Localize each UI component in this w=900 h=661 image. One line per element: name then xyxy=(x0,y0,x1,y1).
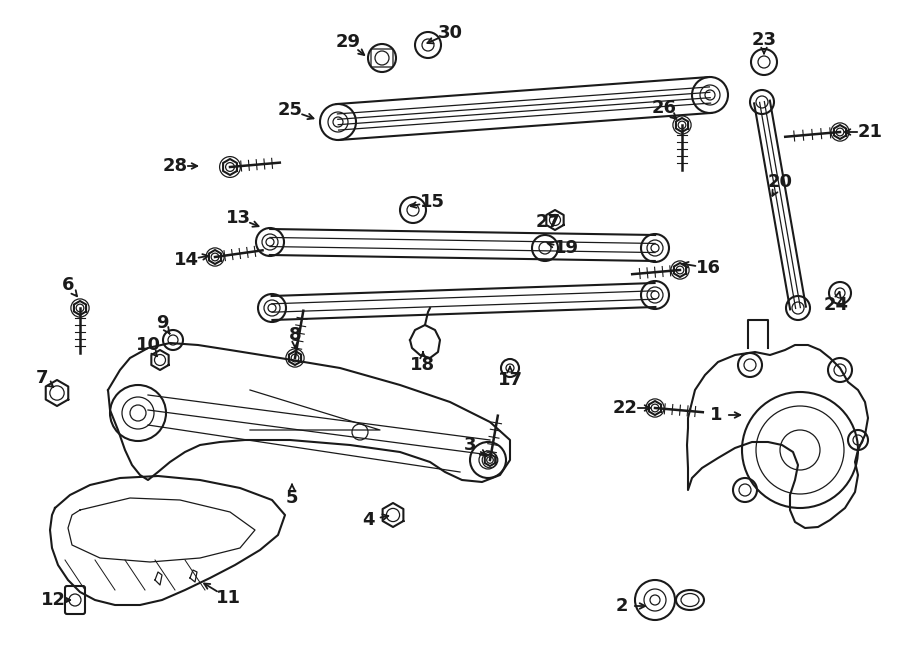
Text: 8: 8 xyxy=(289,326,302,344)
Text: 30: 30 xyxy=(437,24,463,42)
Polygon shape xyxy=(687,345,868,528)
Text: 10: 10 xyxy=(136,336,160,354)
Text: 27: 27 xyxy=(536,213,561,231)
Text: 24: 24 xyxy=(824,296,849,314)
Text: 17: 17 xyxy=(498,371,523,389)
Text: 11: 11 xyxy=(215,589,240,607)
Text: 12: 12 xyxy=(40,591,66,609)
Text: 5: 5 xyxy=(286,489,298,507)
Polygon shape xyxy=(50,476,285,605)
Text: 26: 26 xyxy=(652,99,677,117)
Polygon shape xyxy=(108,343,510,482)
Text: 4: 4 xyxy=(362,511,374,529)
Text: 6: 6 xyxy=(62,276,74,294)
Text: 23: 23 xyxy=(752,31,777,49)
Text: 15: 15 xyxy=(419,193,445,211)
Text: 13: 13 xyxy=(226,209,250,227)
Text: 16: 16 xyxy=(696,259,721,277)
Text: 19: 19 xyxy=(554,239,579,257)
Text: 28: 28 xyxy=(162,157,187,175)
Text: 25: 25 xyxy=(277,101,302,119)
Text: 3: 3 xyxy=(464,436,476,454)
Text: 21: 21 xyxy=(858,123,883,141)
Text: 20: 20 xyxy=(768,173,793,191)
Text: 7: 7 xyxy=(36,369,49,387)
Text: 22: 22 xyxy=(613,399,637,417)
Text: 2: 2 xyxy=(616,597,628,615)
Text: 9: 9 xyxy=(156,314,168,332)
Text: 29: 29 xyxy=(336,33,361,51)
Text: 18: 18 xyxy=(410,356,436,374)
Text: 1: 1 xyxy=(710,406,722,424)
Text: 14: 14 xyxy=(174,251,199,269)
